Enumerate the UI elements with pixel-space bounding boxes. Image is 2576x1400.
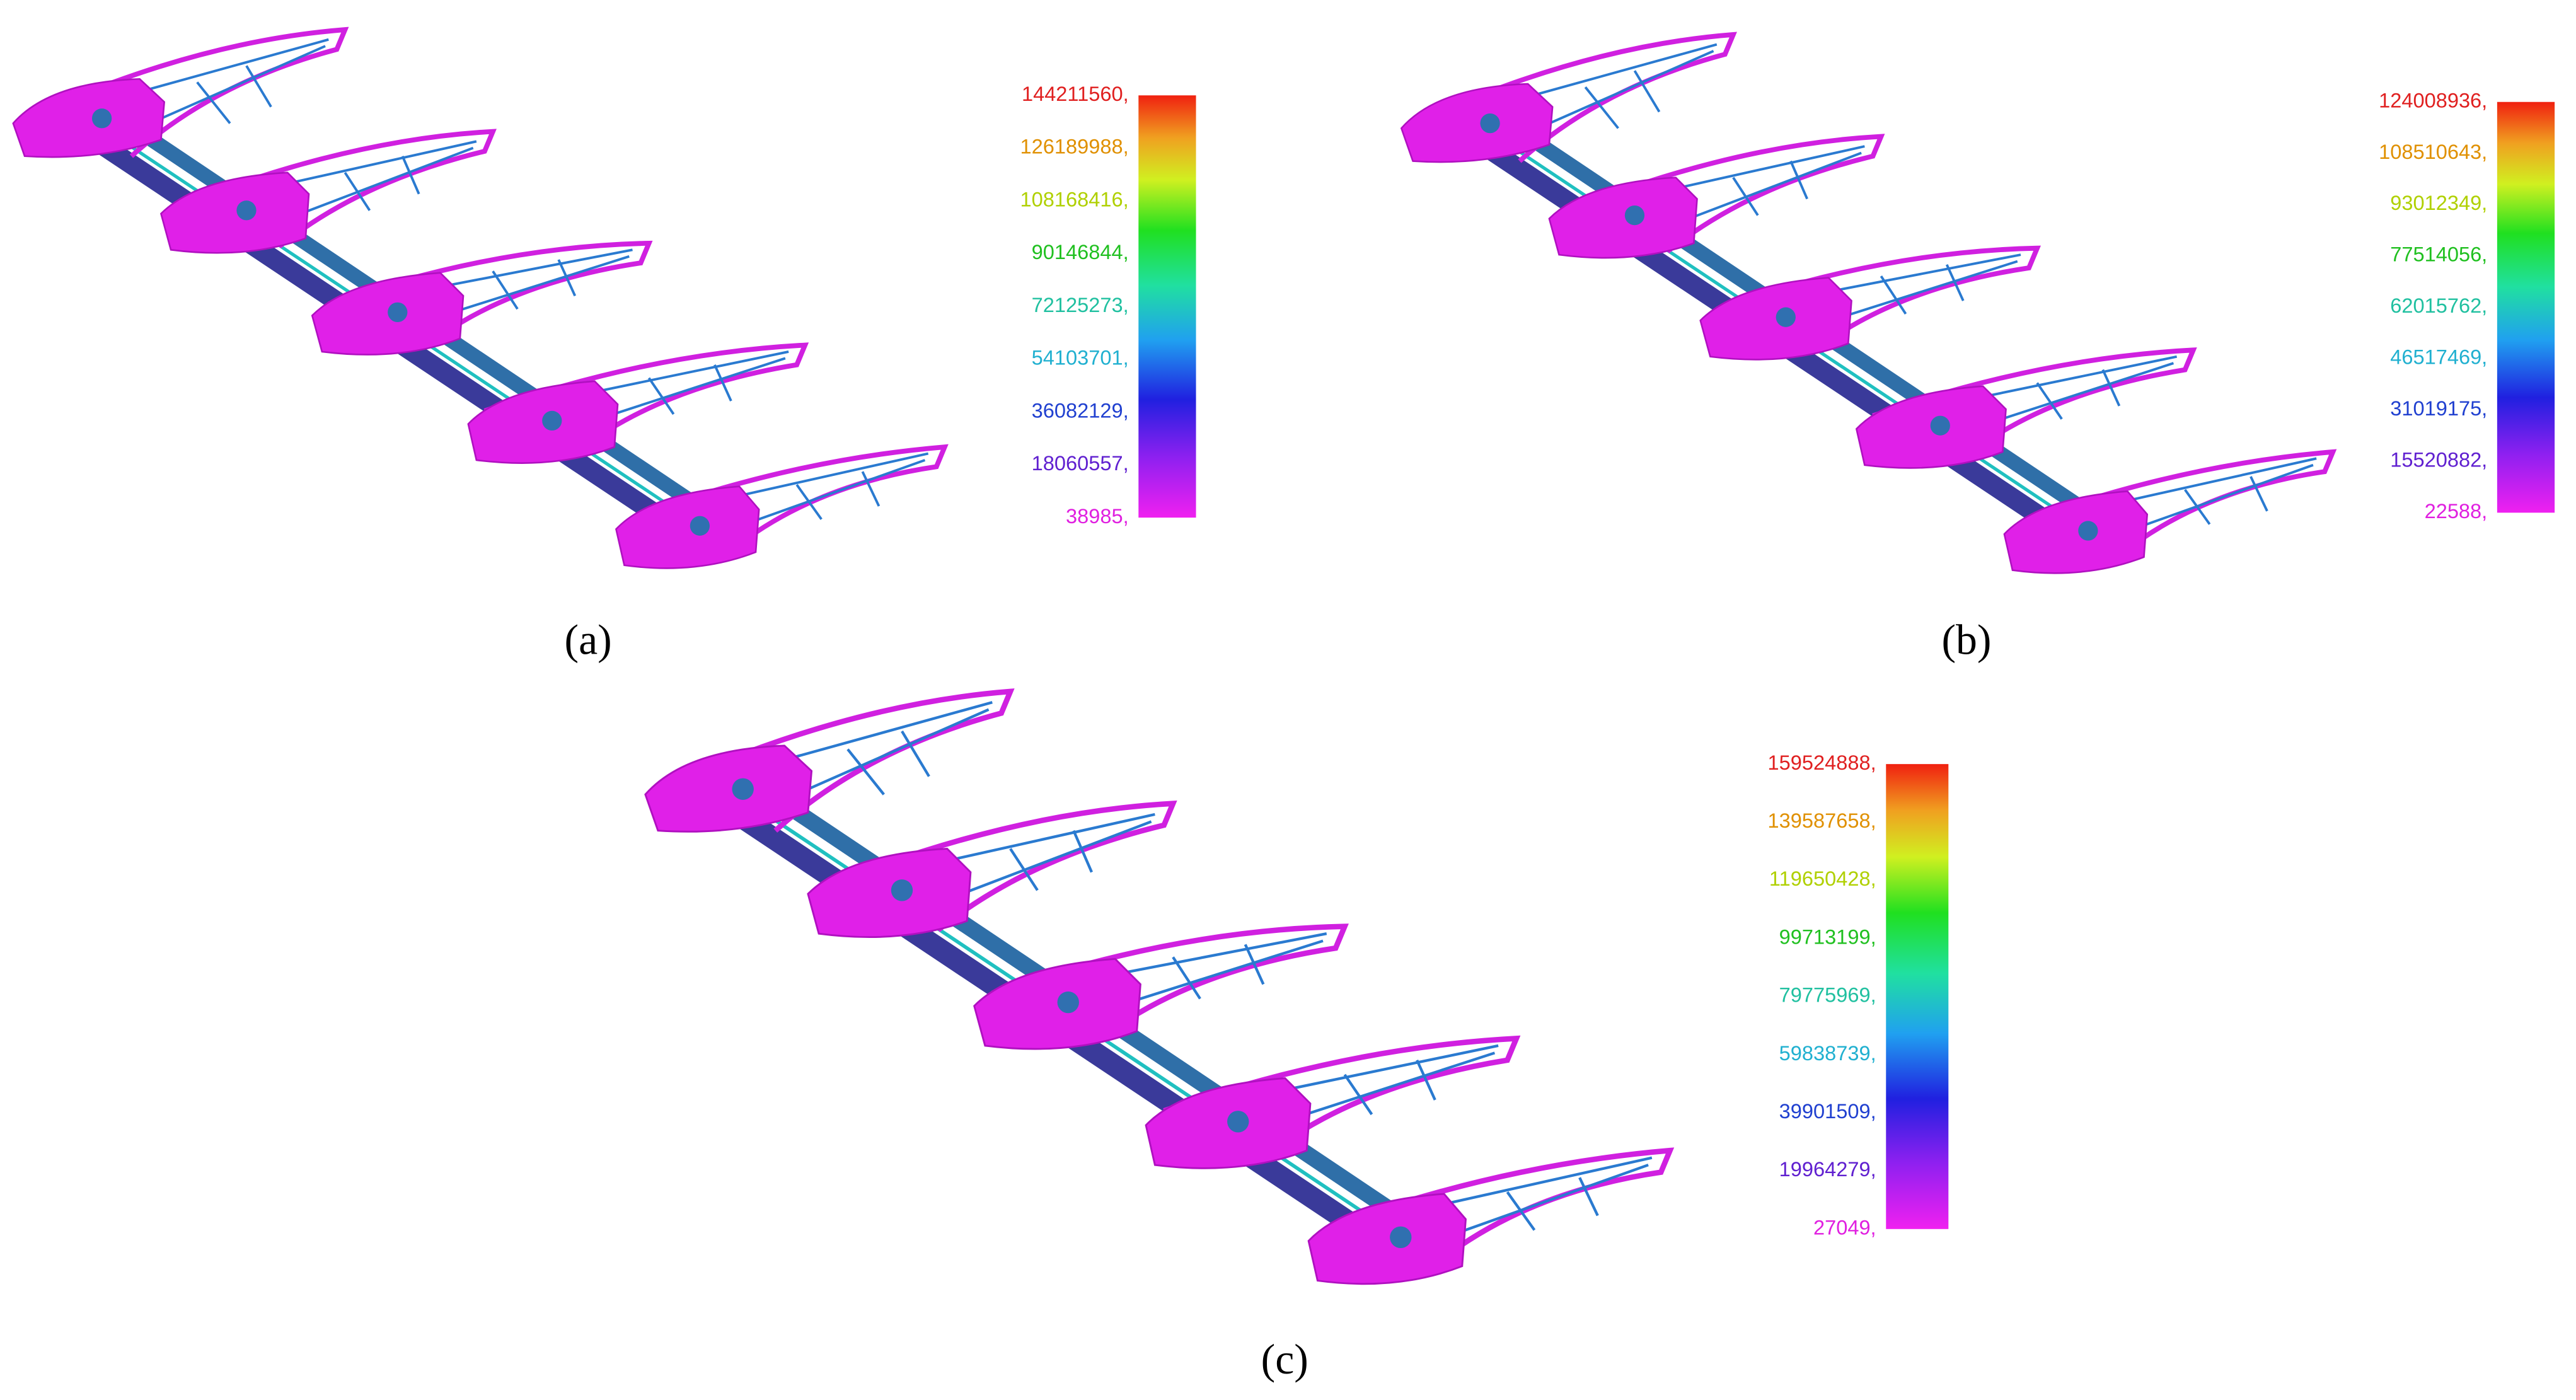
panel-b-model: [1401, 35, 2333, 573]
caption: (a): [565, 616, 612, 663]
legend-label: 38985,: [1066, 505, 1129, 528]
legend-label: 18060557,: [1032, 452, 1129, 475]
legend-label: 90146844,: [1032, 241, 1129, 263]
legend-label: 126189988,: [1020, 136, 1129, 158]
legend-label: 77514056,: [2390, 243, 2487, 266]
legend-label: 124008936,: [2379, 89, 2487, 112]
panel-c-model: [645, 691, 1670, 1284]
legend-label: 108168416,: [1020, 188, 1129, 211]
legend-label: 19964279,: [1779, 1158, 1876, 1181]
caption: (c): [1261, 1336, 1308, 1383]
color-scale-bar: [2497, 101, 2555, 513]
legend-label: 79775969,: [1779, 984, 1876, 1007]
legend-label: 62015762,: [2390, 294, 2487, 317]
legend-label: 54103701,: [1032, 347, 1129, 369]
legend-label: 119650428,: [1769, 867, 1876, 890]
legend-label: 36082129,: [1032, 399, 1129, 422]
legend-label: 93012349,: [2390, 192, 2487, 214]
legend-label: 108510643,: [2379, 141, 2487, 163]
color-scale-bar: [1886, 764, 1949, 1229]
legend-label: 99713199,: [1779, 925, 1876, 948]
legend-label: 159524888,: [1768, 751, 1876, 774]
caption: (b): [1941, 616, 1991, 663]
panel-a-model: [13, 30, 945, 568]
legend-label: 31019175,: [2390, 397, 2487, 420]
legend-label: 39901509,: [1779, 1100, 1876, 1123]
legend-label: 139587658,: [1768, 809, 1876, 832]
legend-label: 22588,: [2425, 500, 2488, 523]
legend-label: 59838739,: [1779, 1042, 1876, 1065]
legend-label: 144211560,: [1022, 83, 1129, 105]
legend-label: 27049,: [1813, 1216, 1876, 1239]
legend-label: 72125273,: [1032, 294, 1129, 316]
color-scale-bar: [1138, 95, 1196, 518]
legend-label: 46517469,: [2390, 346, 2487, 369]
legend-label: 15520882,: [2390, 449, 2487, 471]
